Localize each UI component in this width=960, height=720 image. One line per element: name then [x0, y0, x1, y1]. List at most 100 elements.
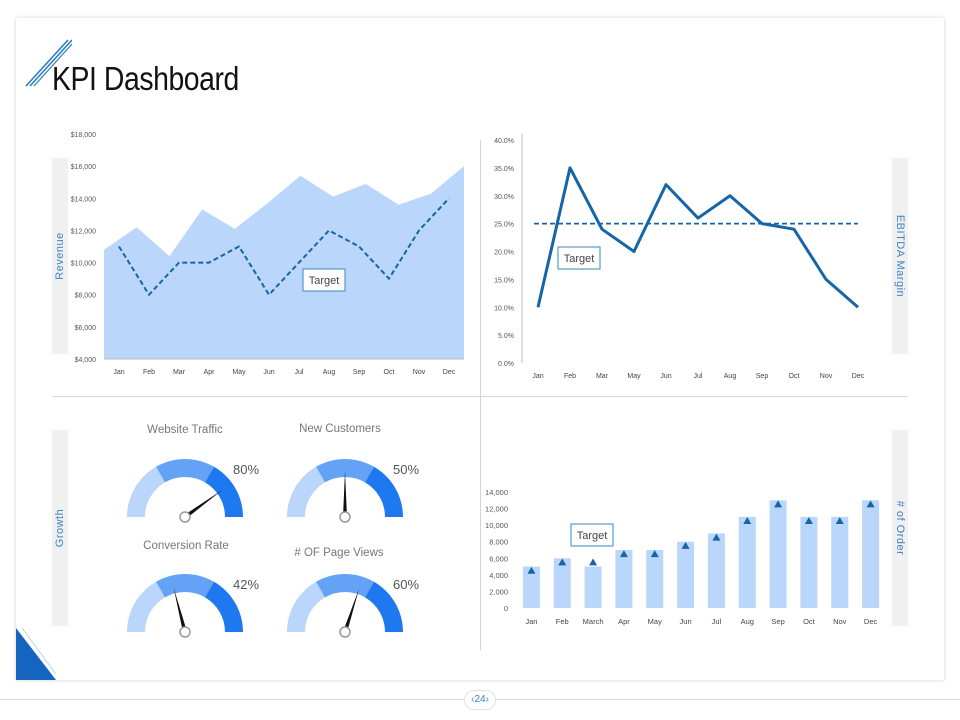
target-dashed-line	[118, 197, 450, 297]
order-bar	[800, 516, 818, 608]
chevron-right-icon[interactable]: ›	[485, 694, 489, 705]
y-tick-label: 4,000	[489, 571, 508, 580]
y-tick-label: 6,000	[489, 554, 508, 563]
target-marker	[712, 533, 721, 541]
orders-label: # of Order	[894, 500, 906, 556]
x-tick-label: Oct	[789, 373, 800, 380]
x-tick-label: Dec	[864, 617, 878, 626]
gauge-pivot	[179, 626, 191, 638]
horizontal-divider	[52, 396, 908, 397]
order-bar	[707, 533, 725, 608]
gauge-band	[287, 581, 325, 632]
y-tick-label: 14,000	[485, 488, 508, 497]
ebitda-line-chart: 0.0% 5.0% 10.0% 15.0% 20.0% 25.0% 30.0% 35.0% 40…	[494, 134, 865, 380]
x-tick-label: Aug	[323, 369, 336, 376]
x-tick-label: Dec	[852, 373, 865, 380]
x-tick-label: Feb	[564, 373, 576, 380]
x-tick-label: Oct	[803, 617, 816, 626]
gauge-needle	[183, 489, 223, 519]
x-tick-label: Jul	[694, 373, 703, 380]
target-marker	[804, 517, 813, 524]
x-tick-label: Jun	[680, 617, 692, 626]
x-tick-label: Jun	[263, 369, 274, 376]
gauge-band	[287, 466, 325, 517]
gauge-needle	[173, 587, 187, 633]
x-tick-label: Feb	[143, 369, 155, 376]
stripes-icon	[25, 39, 72, 87]
y-tick-label: $14,000	[71, 196, 96, 203]
order-bar	[677, 541, 695, 608]
y-tick-label: $4,000	[75, 357, 97, 364]
y-tick-label: 10.0%	[494, 305, 514, 312]
order-bar	[522, 566, 540, 608]
x-tick-label: Nov	[413, 369, 426, 376]
x-tick-label: May	[232, 369, 246, 376]
gauge-band	[127, 581, 165, 632]
revenue-area	[104, 166, 464, 359]
x-tick-label: Dec	[443, 369, 456, 376]
gauge-needle	[343, 588, 360, 633]
ebitda-label: EBITDA Margin	[894, 214, 906, 298]
y-tick-label: $8,000	[75, 293, 97, 300]
x-tick-label: Aug	[741, 617, 754, 626]
chevron-left-icon[interactable]: ‹	[471, 694, 475, 705]
gauge-band	[365, 466, 403, 517]
y-tick-label: $12,000	[71, 228, 96, 235]
target-marker	[743, 517, 752, 524]
order-bar	[862, 500, 880, 608]
target-marker	[774, 500, 783, 508]
target-box	[302, 268, 346, 292]
gauge-value-label: 80%	[233, 462, 259, 477]
x-tick-label: Mar	[596, 373, 609, 380]
growth-label: Growth	[54, 508, 66, 548]
y-tick-label: 20.0%	[494, 250, 514, 257]
x-tick-label: Mar	[173, 369, 186, 376]
target-label: Target	[564, 253, 595, 265]
gauge-band	[156, 574, 214, 598]
order-bar	[738, 516, 756, 608]
y-tick-label: 5.0%	[498, 333, 514, 340]
y-tick-label: $6,000	[75, 325, 97, 332]
target-marker	[650, 550, 659, 558]
gauge-pivot	[339, 511, 351, 523]
x-tick-label: Jun	[660, 373, 671, 380]
gauge-pivot	[179, 511, 191, 523]
x-tick-label: Jan	[532, 373, 543, 380]
x-tick-label: Jan	[113, 369, 124, 376]
vertical-divider	[480, 140, 481, 650]
y-tick-label: 30.0%	[494, 194, 514, 201]
y-tick-label: 12,000	[485, 505, 508, 514]
gauge-value-label: 60%	[393, 577, 419, 592]
x-tick-label: Oct	[384, 369, 395, 376]
target-marker	[681, 541, 690, 549]
gauge-value-label: 50%	[393, 462, 419, 477]
order-bar	[769, 500, 787, 608]
x-tick-label: March	[583, 617, 604, 626]
x-tick-label: Feb	[556, 617, 569, 626]
gauge-band	[316, 459, 374, 483]
page-number-pager[interactable]: ‹ 24 ›	[464, 690, 496, 710]
x-tick-label: May	[648, 617, 662, 626]
order-bar	[831, 516, 849, 608]
x-tick-label: Sep	[353, 369, 366, 376]
order-bar	[584, 566, 602, 608]
gauge-title: Website Traffic	[147, 424, 223, 436]
y-tick-label: 0.0%	[498, 361, 514, 368]
gauge-band	[316, 574, 374, 598]
revenue-area-chart: $4,000 $6,000 $8,000 $10,000 $12,000 $14,000 $…	[71, 132, 464, 376]
target-marker	[558, 558, 567, 566]
y-tick-label: 25.0%	[494, 222, 514, 229]
y-tick-label: 8,000	[489, 538, 508, 547]
gauge-needle	[343, 471, 347, 517]
corner-triangle-icon	[16, 628, 56, 680]
y-tick-label: 15.0%	[494, 277, 514, 284]
y-tick-label: 35.0%	[494, 166, 514, 173]
x-tick-label: Apr	[204, 369, 216, 376]
ebitda-side-panel	[892, 158, 908, 354]
growth-side-panel	[52, 430, 68, 626]
gauge-band	[205, 466, 243, 517]
x-tick-label: Sep	[756, 373, 769, 380]
target-label: Target	[309, 275, 340, 287]
page-title: KPI Dashboard	[52, 60, 239, 97]
y-tick-label: 2,000	[489, 587, 508, 596]
